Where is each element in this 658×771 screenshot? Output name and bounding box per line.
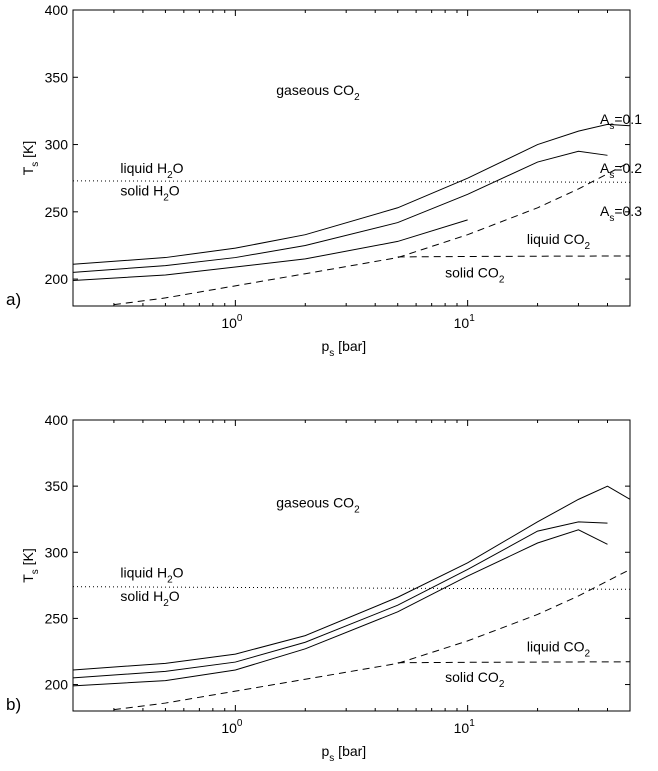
series-line-dashed [397, 255, 630, 258]
series-label: As=0.1 [600, 111, 642, 132]
panel-label: b) [6, 695, 21, 714]
x-tick-label: 101 [454, 718, 476, 736]
series-line-dotted [73, 586, 630, 590]
series-line-dashed [113, 161, 630, 306]
chart-panel-a: 200 250 300 350 400 100 101 ps [bar] Ts [K] a) As=… [6, 2, 642, 359]
y-axis-label: Ts [K] [20, 141, 41, 176]
panel-label: a) [6, 290, 21, 309]
region-annotation: solid H2O [120, 183, 179, 204]
x-tick-label: 101 [454, 313, 476, 331]
series-line-solid [73, 219, 468, 281]
region-annotation: gaseous CO2 [276, 494, 360, 515]
series-line-dashed [113, 569, 630, 711]
y-tick-label: 250 [45, 610, 69, 626]
y-tick-label: 250 [45, 204, 69, 220]
series-line-dashed [397, 661, 630, 664]
x-axis-label: ps [bar] [322, 338, 367, 359]
y-tick-label: 300 [45, 544, 69, 560]
x-axis-label: ps [bar] [322, 743, 367, 764]
series-line-dotted [73, 180, 630, 183]
plot-frame [72, 419, 631, 712]
y-tick-label: 200 [45, 677, 69, 693]
y-axis-label: Ts [K] [20, 548, 41, 583]
series-label: As=0.3 [600, 203, 642, 224]
region-annotation: solid H2O [120, 588, 179, 609]
region-annotation: solid CO2 [445, 265, 505, 286]
region-annotation: liquid H2O [120, 160, 183, 181]
series-line-solid [73, 529, 608, 687]
x-tick-label: 100 [221, 718, 243, 736]
y-tick-label: 300 [45, 137, 69, 153]
region-annotation: liquid CO2 [527, 638, 591, 659]
plot-frame [72, 9, 631, 307]
region-annotation: solid CO2 [445, 669, 505, 690]
chart-panel-b: 200 250 300 350 400 100 101 ps [bar] Ts [K] b) gas… [6, 412, 631, 764]
x-tick-label: 100 [221, 313, 243, 331]
series-label: As=0.2 [600, 160, 642, 181]
y-tick-label: 400 [45, 412, 69, 428]
series-line-solid [73, 485, 630, 671]
series-line-solid [73, 123, 630, 265]
y-tick-label: 350 [45, 478, 69, 494]
series-line-solid [73, 150, 608, 273]
series-line-solid [73, 521, 608, 679]
y-tick-label: 350 [45, 69, 69, 85]
region-annotation: gaseous CO2 [276, 82, 360, 103]
region-annotation: liquid H2O [120, 564, 183, 585]
region-annotation: liquid CO2 [527, 231, 591, 252]
y-tick-label: 400 [45, 2, 69, 18]
y-tick-label: 200 [45, 271, 69, 287]
